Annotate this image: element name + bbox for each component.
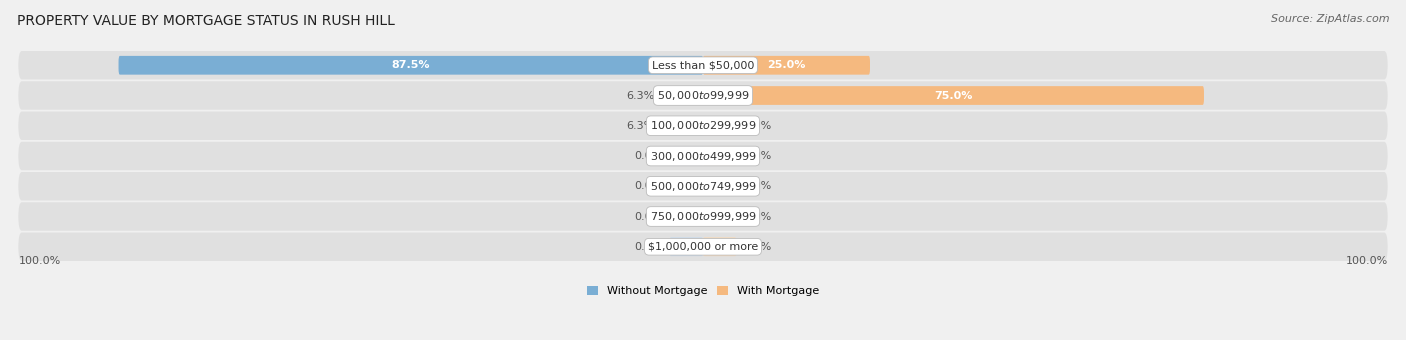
Text: PROPERTY VALUE BY MORTGAGE STATUS IN RUSH HILL: PROPERTY VALUE BY MORTGAGE STATUS IN RUS… bbox=[17, 14, 395, 28]
Text: 6.3%: 6.3% bbox=[626, 90, 654, 101]
FancyBboxPatch shape bbox=[703, 86, 1204, 105]
Text: 0.0%: 0.0% bbox=[744, 242, 772, 252]
Text: 25.0%: 25.0% bbox=[768, 60, 806, 70]
FancyBboxPatch shape bbox=[669, 207, 703, 226]
Text: Less than $50,000: Less than $50,000 bbox=[652, 60, 754, 70]
Text: 100.0%: 100.0% bbox=[1346, 256, 1388, 266]
FancyBboxPatch shape bbox=[703, 237, 737, 256]
FancyBboxPatch shape bbox=[18, 172, 1388, 201]
FancyBboxPatch shape bbox=[669, 177, 703, 196]
Text: 0.0%: 0.0% bbox=[634, 151, 662, 161]
FancyBboxPatch shape bbox=[703, 56, 870, 75]
FancyBboxPatch shape bbox=[703, 177, 737, 196]
FancyBboxPatch shape bbox=[18, 112, 1388, 140]
Text: 0.0%: 0.0% bbox=[744, 151, 772, 161]
Text: 100.0%: 100.0% bbox=[18, 256, 60, 266]
Text: $300,000 to $499,999: $300,000 to $499,999 bbox=[650, 150, 756, 163]
FancyBboxPatch shape bbox=[18, 142, 1388, 170]
Text: 0.0%: 0.0% bbox=[634, 211, 662, 222]
Text: $100,000 to $299,999: $100,000 to $299,999 bbox=[650, 119, 756, 132]
Text: Source: ZipAtlas.com: Source: ZipAtlas.com bbox=[1271, 14, 1389, 23]
Legend: Without Mortgage, With Mortgage: Without Mortgage, With Mortgage bbox=[582, 281, 824, 301]
FancyBboxPatch shape bbox=[703, 147, 737, 165]
FancyBboxPatch shape bbox=[703, 116, 737, 135]
FancyBboxPatch shape bbox=[18, 51, 1388, 80]
FancyBboxPatch shape bbox=[669, 147, 703, 165]
Text: $1,000,000 or more: $1,000,000 or more bbox=[648, 242, 758, 252]
Text: 0.0%: 0.0% bbox=[744, 121, 772, 131]
Text: 0.0%: 0.0% bbox=[744, 181, 772, 191]
Text: 0.0%: 0.0% bbox=[634, 242, 662, 252]
Text: 6.3%: 6.3% bbox=[626, 121, 654, 131]
FancyBboxPatch shape bbox=[661, 116, 703, 135]
FancyBboxPatch shape bbox=[669, 237, 703, 256]
Text: 0.0%: 0.0% bbox=[744, 211, 772, 222]
Text: $750,000 to $999,999: $750,000 to $999,999 bbox=[650, 210, 756, 223]
FancyBboxPatch shape bbox=[18, 81, 1388, 110]
FancyBboxPatch shape bbox=[661, 86, 703, 105]
FancyBboxPatch shape bbox=[18, 202, 1388, 231]
FancyBboxPatch shape bbox=[703, 207, 737, 226]
Text: 75.0%: 75.0% bbox=[935, 90, 973, 101]
Text: 0.0%: 0.0% bbox=[634, 181, 662, 191]
FancyBboxPatch shape bbox=[118, 56, 703, 75]
Text: $50,000 to $99,999: $50,000 to $99,999 bbox=[657, 89, 749, 102]
FancyBboxPatch shape bbox=[18, 233, 1388, 261]
Text: 87.5%: 87.5% bbox=[391, 60, 430, 70]
Text: $500,000 to $749,999: $500,000 to $749,999 bbox=[650, 180, 756, 193]
